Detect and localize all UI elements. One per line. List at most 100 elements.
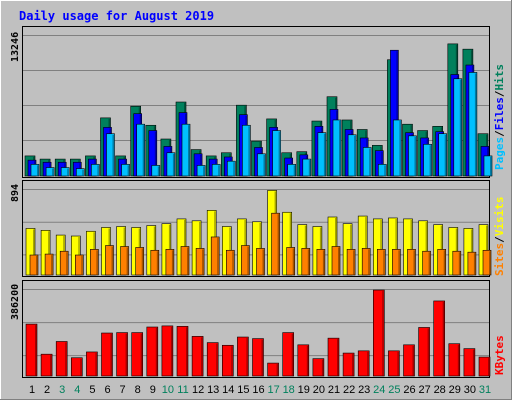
bar-sites-day-1-shade — [36, 256, 38, 275]
bar-pages-day-19-shade — [308, 160, 311, 176]
bar-sites-day-3 — [59, 250, 69, 276]
bar-kbytes-day-14 — [222, 344, 234, 377]
bar-sites-day-6 — [105, 245, 114, 276]
bar-sites-day-16-shade — [262, 249, 264, 275]
day-label-7: 7 — [120, 384, 126, 396]
bar-pages-day-2 — [45, 167, 55, 177]
day-label-2: 2 — [44, 384, 50, 396]
legend-sep-1: / — [493, 130, 506, 137]
bar-pages-day-18 — [287, 164, 297, 177]
bar-kbytes-day-22 — [342, 352, 355, 377]
legend-sep-2: / — [493, 90, 506, 97]
day-label-16: 16 — [252, 384, 264, 396]
bar-pages-day-9-shade — [157, 166, 160, 176]
bar-pages-day-29 — [453, 78, 463, 177]
bar-sites-day-25 — [392, 249, 401, 276]
legend-files: Files — [493, 97, 506, 130]
bar-pages-day-10-shade — [172, 153, 175, 176]
day-label-28: 28 — [434, 384, 446, 396]
bar-pages-day-16 — [257, 153, 266, 177]
bar-kbytes-day-17-shade — [276, 364, 279, 376]
bar-kbytes-day-3 — [55, 341, 68, 377]
bar-kbytes-day-30-shade — [472, 349, 475, 376]
bar-sites-day-29-shade — [458, 252, 461, 275]
bar-pages-day-25-shade — [399, 120, 401, 176]
bar-sites-day-5 — [90, 249, 99, 276]
day-label-17: 17 — [267, 384, 279, 396]
bar-kbytes-day-5 — [86, 351, 98, 377]
bar-pages-day-25 — [393, 119, 402, 177]
bar-kbytes-day-20 — [312, 358, 325, 377]
day-label-6: 6 — [104, 384, 110, 396]
bar-pages-day-14 — [227, 160, 236, 177]
bar-sites-day-30 — [467, 251, 477, 276]
bar-visits-day-23-shade — [365, 217, 367, 275]
bar-sites-day-12 — [195, 248, 205, 276]
bar-sites-day-9-shade — [156, 251, 159, 275]
bar-pages-day-5 — [91, 164, 100, 177]
side-legend-kbytes: KBytes — [493, 335, 506, 375]
hits-max-label: 13246 — [10, 32, 21, 62]
bar-pages-day-26-shade — [414, 136, 416, 176]
bar-sites-day-28 — [437, 249, 447, 276]
bar-pages-day-7 — [121, 164, 130, 177]
bar-kbytes-day-20-shade — [321, 359, 324, 376]
bar-kbytes-day-23 — [357, 350, 370, 377]
bar-kbytes-day-26-shade — [412, 345, 414, 376]
bar-pages-day-27-shade — [429, 145, 432, 176]
bar-pages-day-24-shade — [384, 165, 386, 176]
bar-kbytes-day-11-shade — [186, 327, 188, 376]
bar-sites-day-22 — [346, 249, 356, 276]
panel-visits-sites — [22, 180, 490, 277]
day-label-18: 18 — [283, 384, 295, 396]
bar-pages-day-12 — [196, 165, 206, 177]
bar-pages-day-30-shade — [474, 73, 477, 176]
bar-pages-day-9 — [151, 165, 161, 177]
bar-sites-day-1 — [29, 254, 39, 276]
bar-pages-day-23 — [362, 147, 372, 177]
bar-pages-day-28-shade — [444, 134, 447, 176]
bar-kbytes-day-4-shade — [80, 358, 82, 376]
bar-kbytes-day-24 — [372, 289, 385, 377]
visits-max-label: 894 — [10, 184, 21, 202]
bar-kbytes-day-28-shade — [442, 301, 445, 376]
kbytes-max-label: 386200 — [10, 284, 21, 320]
bar-kbytes-day-8 — [131, 332, 143, 377]
bar-kbytes-day-31-shade — [488, 358, 490, 376]
bar-kbytes-day-7 — [116, 332, 128, 377]
bar-kbytes-day-6 — [101, 332, 113, 377]
bar-sites-day-21-shade — [338, 247, 340, 275]
bar-kbytes-day-23-shade — [367, 351, 369, 376]
bar-sites-day-26-shade — [413, 250, 415, 275]
bar-kbytes-day-24-shade — [382, 291, 384, 376]
bar-kbytes-day-12-shade — [201, 337, 203, 376]
bar-kbytes-day-29 — [448, 343, 461, 377]
legend-sep-3: / — [493, 236, 506, 243]
bar-kbytes-day-6-shade — [110, 334, 112, 376]
day-label-1: 1 — [29, 384, 35, 396]
side-legend-hits-files-pages: Pages/Files/Hits — [493, 64, 506, 170]
bar-pages-day-16-shade — [263, 154, 265, 176]
bar-kbytes-day-25 — [388, 350, 400, 377]
bar-pages-day-1-shade — [37, 165, 39, 176]
day-label-9: 9 — [150, 384, 156, 396]
bar-kbytes-day-10 — [161, 325, 174, 377]
bar-sites-day-13 — [210, 236, 220, 276]
bar-pages-day-11 — [181, 123, 191, 177]
bar-kbytes-day-15 — [237, 336, 249, 377]
bar-sites-day-16 — [256, 248, 265, 276]
bar-pages-day-8-shade — [142, 125, 145, 176]
day-label-25: 25 — [388, 384, 400, 396]
bar-kbytes-day-21 — [327, 337, 340, 377]
bar-pages-day-13 — [211, 164, 221, 177]
bar-pages-day-17-shade — [278, 131, 281, 176]
bar-pages-day-6-shade — [112, 134, 114, 176]
day-label-12: 12 — [192, 384, 204, 396]
bar-visits-day-27-shade — [425, 221, 428, 275]
day-label-13: 13 — [207, 384, 219, 396]
bar-kbytes-day-9-shade — [155, 328, 158, 376]
bar-kbytes-day-19-shade — [306, 345, 309, 376]
day-label-4: 4 — [74, 384, 80, 396]
bar-kbytes-day-10-shade — [170, 326, 173, 376]
bar-kbytes-day-14-shade — [231, 346, 233, 376]
